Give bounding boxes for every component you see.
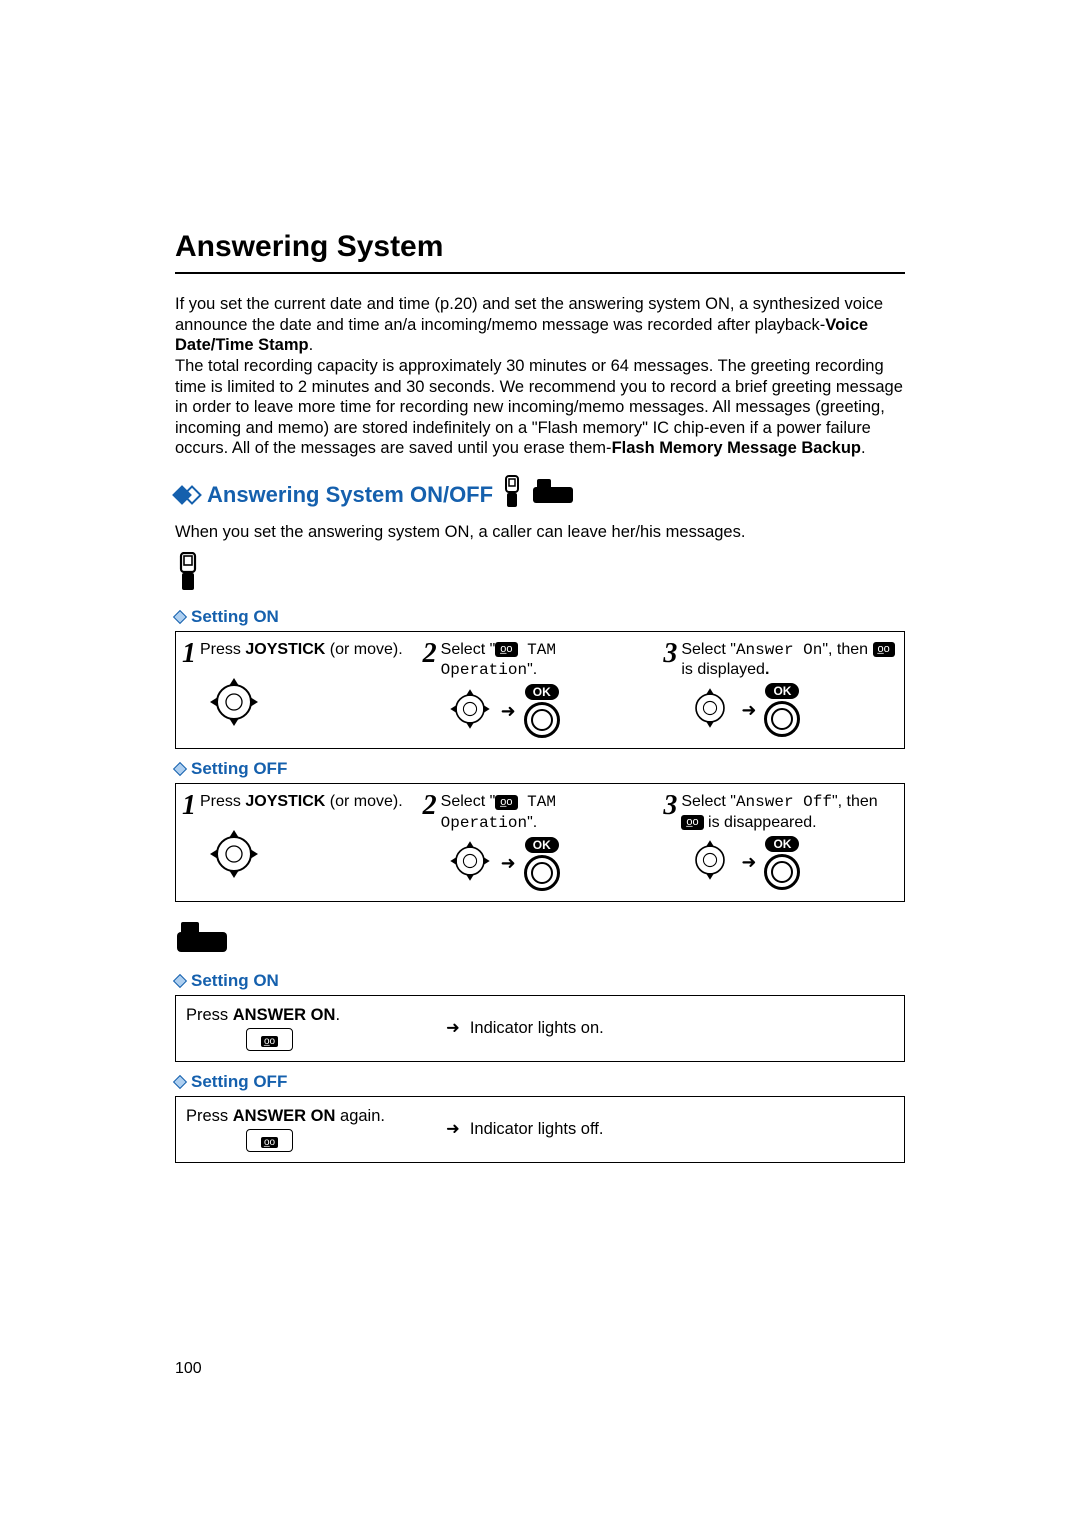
page-title: Answering System [175, 230, 905, 264]
intro-2b: Flash Memory Message Backup [612, 439, 861, 457]
arrow-right-icon: ➜ [741, 700, 756, 721]
answer-on-key-icon: o̲o [246, 1028, 293, 1051]
bullet-icon [173, 610, 187, 624]
page: Answering System If you set the current … [0, 0, 1080, 1243]
arrow-right-icon: ➜ [501, 853, 516, 874]
arrow-right-icon: ➜ [446, 1018, 460, 1038]
page-number: 100 [175, 1360, 202, 1378]
answer-on-key-icon: o̲o [246, 1129, 293, 1152]
center-button-icon [764, 701, 800, 737]
sub-heading-text: Setting OFF [191, 759, 287, 779]
handset-icon [501, 475, 523, 515]
joystick-updown-icon [687, 685, 733, 736]
center-button-icon [524, 702, 560, 738]
bullet-icon [173, 974, 187, 988]
tape-icon: o̲o [495, 642, 517, 657]
step-2: 2 Select "o̲o TAM Operation". ➜ OK [423, 640, 658, 738]
step-2: 2 Select "o̲o TAM Operation". ➜ OK [423, 792, 658, 890]
base-off-indicator: ➜ Indicator lights off. [446, 1119, 603, 1139]
ok-button-graphic: OK [764, 836, 800, 890]
ok-button-graphic: OK [524, 684, 560, 738]
base-unit-icon [531, 477, 575, 513]
handset-icon-large [175, 552, 905, 597]
step-3: 3 Select "Answer Off", then o̲o is disap… [663, 792, 898, 890]
step-number-3: 3 [663, 640, 677, 668]
sub-heading-setting-on-2: Setting ON [175, 971, 905, 991]
tape-icon: o̲o [873, 642, 895, 657]
sub-heading-text: Setting ON [191, 607, 279, 627]
base-setting-on-row: Press ANSWER ON. o̲o ➜ Indicator lights … [175, 995, 905, 1062]
base-off-text: Press ANSWER ON again. o̲o [186, 1107, 406, 1152]
sub-heading-setting-off-2: Setting OFF [175, 1072, 905, 1092]
intro-1c: . [309, 336, 314, 354]
sub-heading-setting-off-1: Setting OFF [175, 759, 905, 779]
steps-setting-on: 1 Press JOYSTICK (or move). 2 Select "o̲… [175, 631, 905, 749]
intro-paragraph-1: If you set the current date and time (p.… [175, 294, 905, 459]
sub-heading-setting-on-1: Setting ON [175, 607, 905, 627]
title-rule [175, 272, 905, 274]
step-3: 3 Select "Answer On", then o̲o is displa… [663, 640, 898, 738]
step-3-text: Select "Answer On", then o̲o is displaye… [681, 640, 898, 679]
joystick-updown-icon [687, 837, 733, 888]
base-setting-off-row: Press ANSWER ON again. o̲o ➜ Indicator l… [175, 1096, 905, 1163]
step-2-text: Select "o̲o TAM Operation". [441, 640, 658, 680]
arrow-right-icon: ➜ [446, 1119, 460, 1139]
intro-1a: If you set the current date and time (p.… [175, 295, 883, 334]
diamond-bullet-icon [175, 488, 199, 502]
step-1: 1 Press JOYSTICK (or move). [182, 792, 417, 890]
intro-2c: . [861, 439, 866, 457]
tape-icon: o̲o [495, 795, 517, 810]
base-unit-icon-large [175, 920, 905, 961]
base-on-text: Press ANSWER ON. o̲o [186, 1006, 406, 1051]
step-number-2: 2 [423, 640, 437, 668]
bullet-icon [173, 1075, 187, 1089]
section-heading-text: Answering System ON/OFF [207, 482, 493, 508]
ok-button-graphic: OK [764, 683, 800, 737]
steps-setting-off: 1 Press JOYSTICK (or move). 2 Select "o̲… [175, 783, 905, 901]
tape-icon: o̲o [681, 815, 703, 830]
step-number-1: 1 [182, 640, 196, 668]
section-heading-onoff: Answering System ON/OFF [175, 475, 905, 515]
arrow-right-icon: ➜ [501, 701, 516, 722]
joystick-icon [447, 838, 493, 889]
step-1-text: Press JOYSTICK (or move). [200, 640, 403, 659]
joystick-icon [447, 686, 493, 737]
base-on-indicator: ➜ Indicator lights on. [446, 1018, 604, 1038]
ok-button-graphic: OK [524, 837, 560, 891]
arrow-right-icon: ➜ [741, 852, 756, 873]
joystick-icon [206, 826, 417, 887]
step-1: 1 Press JOYSTICK (or move). [182, 640, 417, 738]
onoff-subtext: When you set the answering system ON, a … [175, 523, 905, 542]
bullet-icon [173, 762, 187, 776]
joystick-icon [206, 674, 417, 735]
